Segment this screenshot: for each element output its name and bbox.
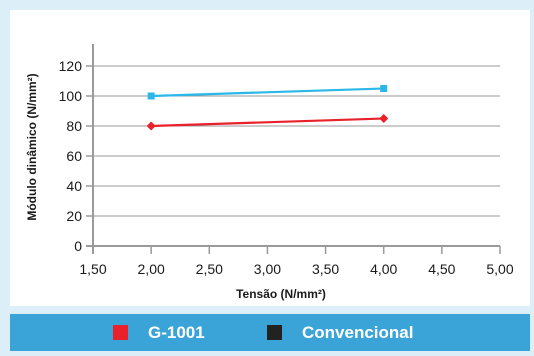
y-axis-title: Módulo dinâmico (N/mm²) xyxy=(25,73,39,220)
legend-item-g1001: G-1001 xyxy=(113,314,205,351)
tick-labels: 0 20 40 60 80 100 120 1,50 2,00 2,50 3,00 3,50 4,00 4… xyxy=(59,58,514,277)
plot-panel xyxy=(10,10,530,306)
legend-swatch-convencional xyxy=(267,325,282,340)
series-line-convencional xyxy=(151,87,384,98)
y-tick-label: 120 xyxy=(59,58,83,74)
x-tick-label: 5,00 xyxy=(486,261,513,277)
axes xyxy=(86,44,501,254)
legend-label-convencional: Convencional xyxy=(302,322,414,342)
y-tick-label: 0 xyxy=(74,238,82,254)
data-point-convencional xyxy=(147,92,155,100)
legend-label-g1001: G-1001 xyxy=(148,322,205,342)
legend: G-1001 Convencional xyxy=(10,314,530,351)
y-tick-label: 100 xyxy=(59,88,83,104)
x-tick-label: 4,50 xyxy=(428,261,455,277)
y-tick-label: 60 xyxy=(66,148,82,164)
x-tick-label: 3,50 xyxy=(312,261,339,277)
legend-item-convencional: Convencional xyxy=(267,314,413,351)
x-tick-label: 1,50 xyxy=(79,261,106,277)
x-tick-label: 2,00 xyxy=(138,261,165,277)
x-tick-label: 3,00 xyxy=(254,261,281,277)
x-tick-label: 2,50 xyxy=(196,261,223,277)
data-point-convencional xyxy=(380,85,388,92)
legend-swatch-g1001 xyxy=(113,325,128,340)
y-tick-label: 20 xyxy=(66,208,82,224)
x-tick-label: 4,00 xyxy=(370,261,397,277)
data-point-g-1001 xyxy=(379,114,389,123)
y-tick-label: 40 xyxy=(66,178,82,194)
data-point-g-1001 xyxy=(146,121,156,131)
x-axis-title: Tensão (N/mm²) xyxy=(236,287,326,301)
y-tick-label: 80 xyxy=(66,118,82,134)
series-line-g-1001 xyxy=(151,117,384,128)
series xyxy=(146,85,389,131)
